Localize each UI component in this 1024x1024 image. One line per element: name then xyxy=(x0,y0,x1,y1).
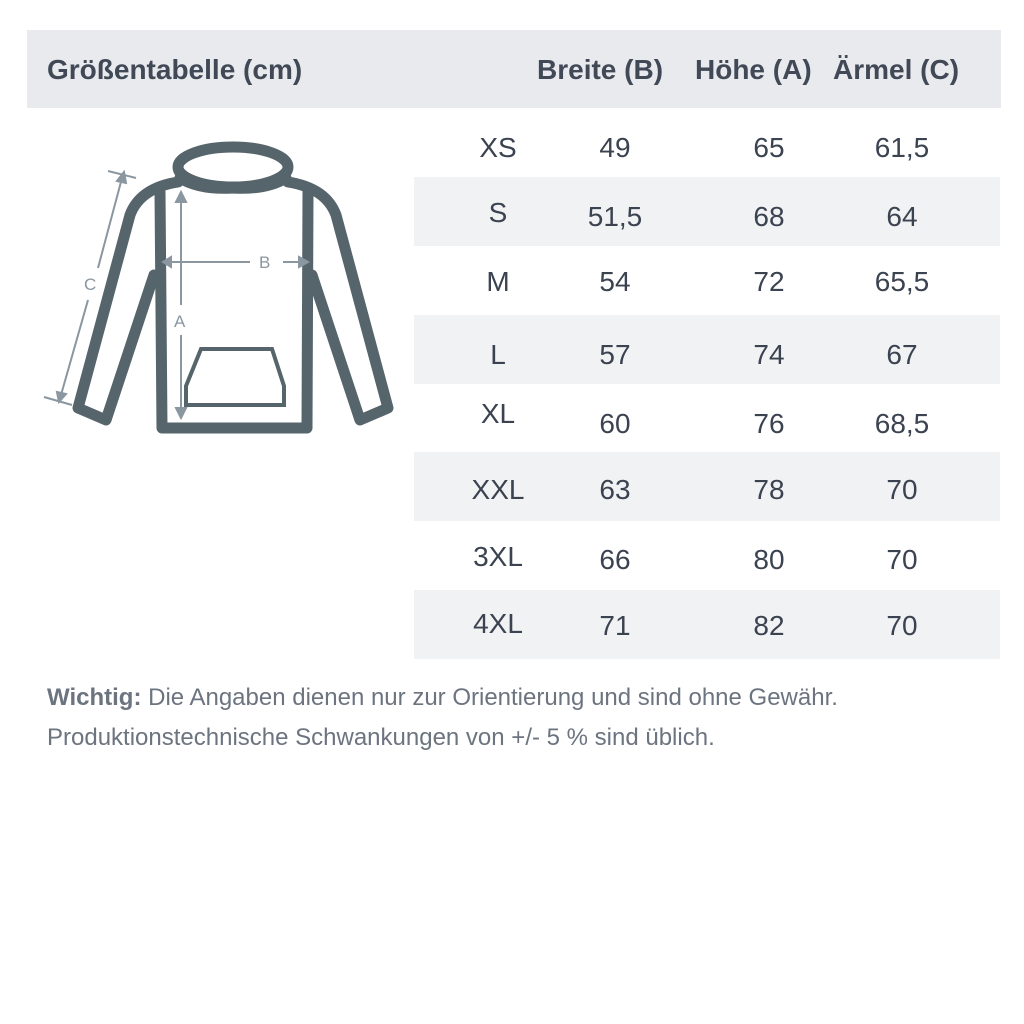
cell-size: M xyxy=(486,266,510,297)
table-row: 3XL 66 80 70 xyxy=(414,521,1000,590)
table-row: 4XL 71 82 70 xyxy=(414,590,1000,659)
pocket-icon xyxy=(184,347,286,407)
column-header-width: Breite (B) xyxy=(537,54,664,85)
measure-arrows xyxy=(43,169,311,421)
hoodie-icon xyxy=(72,141,394,434)
table-row: M 54 72 65,5 xyxy=(414,246,1000,315)
cell-width: 51,5 xyxy=(587,201,643,232)
cell-width: 54 xyxy=(599,266,631,297)
cell-sleeve: 70 xyxy=(886,544,918,575)
cell-width: 63 xyxy=(599,474,631,505)
disclaimer-note: Wichtig: Die Angaben dienen nur zur Orie… xyxy=(47,678,838,758)
cell-width: 57 xyxy=(599,339,631,370)
cell-size: 4XL xyxy=(473,608,523,639)
column-header-sleeve: Ärmel (C) xyxy=(833,54,960,85)
cell-height: 74 xyxy=(753,339,785,370)
cell-sleeve: 70 xyxy=(886,474,918,505)
table-header: Größentabelle (cm) Breite (B) Höhe (A) Ä… xyxy=(27,30,1001,108)
cell-sleeve: 68,5 xyxy=(874,408,930,439)
cell-width: 49 xyxy=(599,132,631,163)
table-title: Größentabelle (cm) xyxy=(47,54,303,85)
cell-size: 3XL xyxy=(473,541,523,572)
table-row: XL 60 76 68,5 xyxy=(414,384,1000,453)
cell-size: XS xyxy=(479,132,517,163)
table-row: S 51,5 68 64 xyxy=(414,177,1000,246)
table-row: XXL 63 78 70 xyxy=(414,452,1000,521)
cell-width: 71 xyxy=(599,610,631,641)
cell-height: 78 xyxy=(753,474,785,505)
cell-sleeve: 61,5 xyxy=(874,132,930,163)
label-c: C xyxy=(84,275,96,294)
cell-width: 60 xyxy=(599,408,631,439)
table-row: XS 49 65 61,5 xyxy=(414,110,1000,179)
note-line-1: Die Angaben dienen nur zur Orientierung … xyxy=(141,684,838,711)
cell-size: S xyxy=(488,197,508,228)
cell-width: 66 xyxy=(599,544,631,575)
cell-size: XL xyxy=(480,398,516,429)
cell-size: L xyxy=(490,339,506,370)
hoodie-diagram: B A C xyxy=(43,141,394,434)
cell-height: 65 xyxy=(753,132,785,163)
cell-sleeve: 65,5 xyxy=(874,266,930,297)
cell-height: 76 xyxy=(753,408,785,439)
note-label: Wichtig: xyxy=(47,684,142,711)
column-header-height: Höhe (A) xyxy=(695,54,812,85)
cell-sleeve: 67 xyxy=(886,339,918,370)
note-line-2: Produktionstechnische Schwankungen von +… xyxy=(47,724,715,751)
label-b: B xyxy=(259,253,270,272)
cell-sleeve: 64 xyxy=(886,201,918,232)
cell-height: 82 xyxy=(753,610,785,641)
cell-height: 68 xyxy=(753,201,785,232)
cell-height: 80 xyxy=(753,544,785,575)
table-row: L 57 74 67 xyxy=(414,315,1000,384)
cell-height: 72 xyxy=(753,266,785,297)
label-a: A xyxy=(174,312,186,331)
cell-sleeve: 70 xyxy=(886,610,918,641)
cell-size: XXL xyxy=(471,474,525,505)
